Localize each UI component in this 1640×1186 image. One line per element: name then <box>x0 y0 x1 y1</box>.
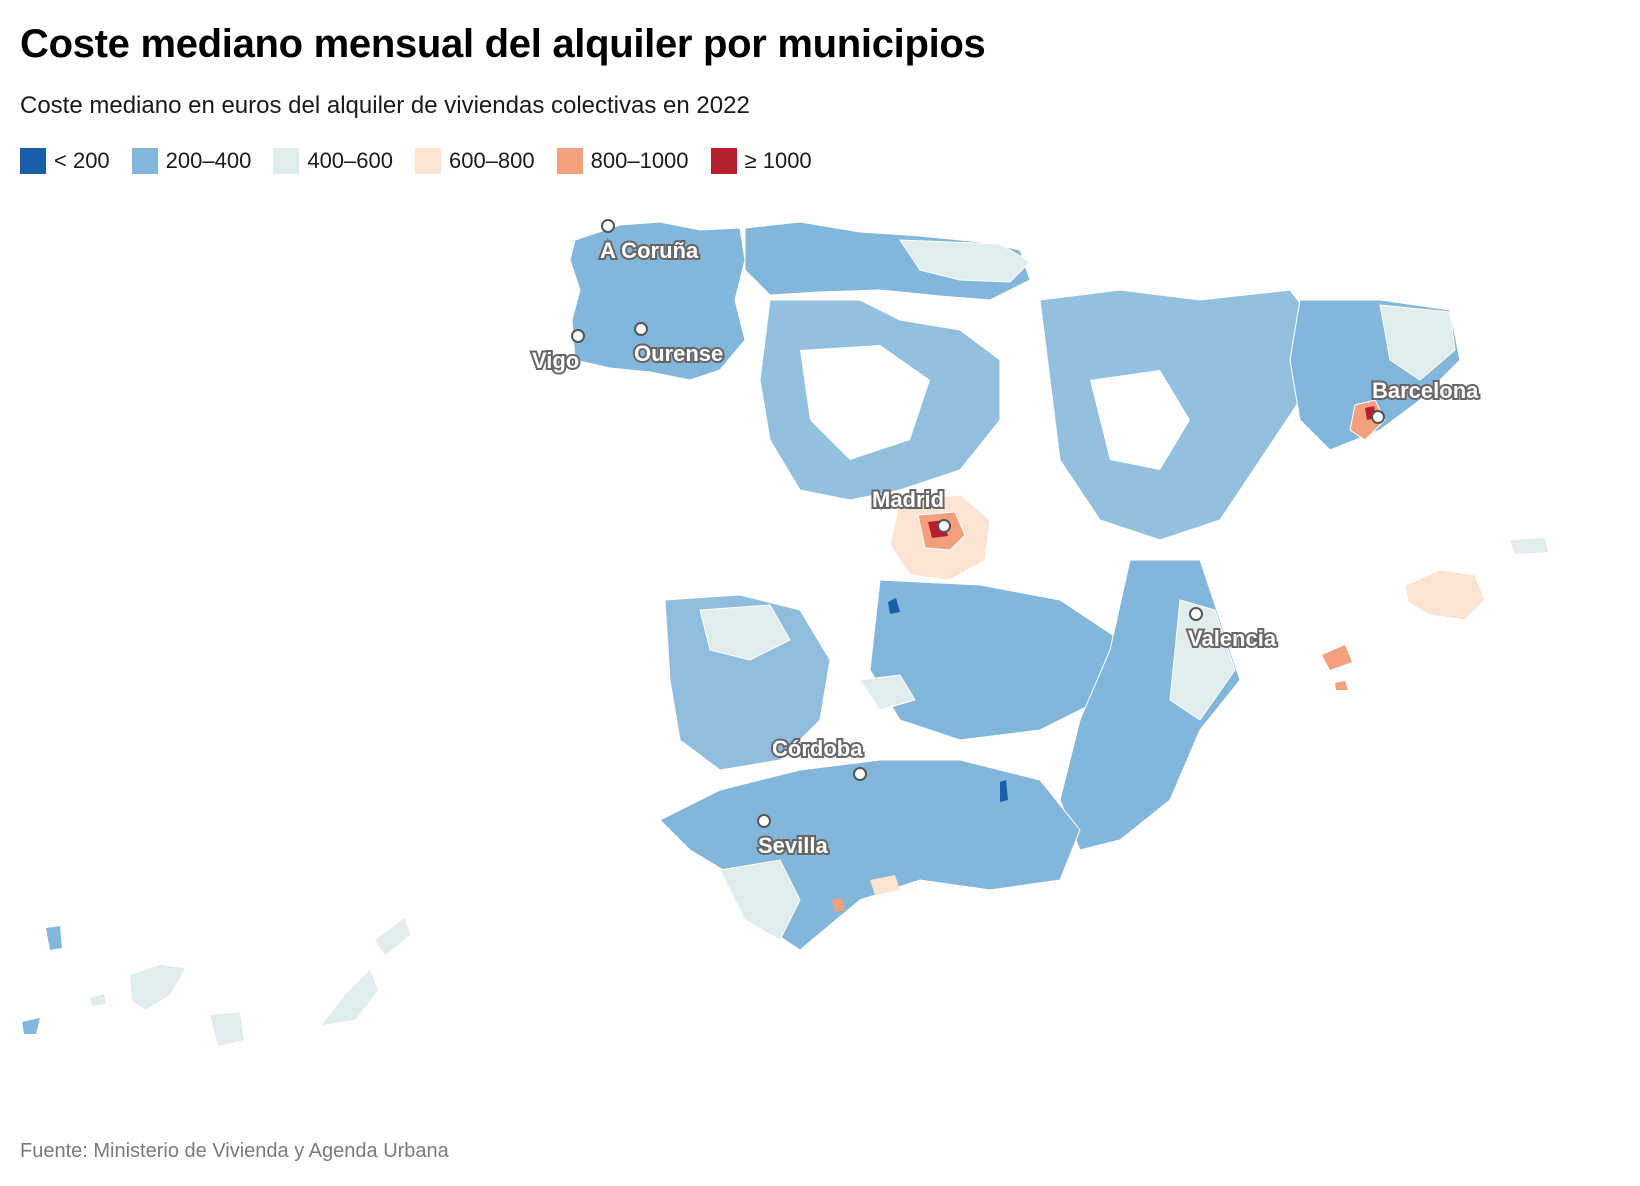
region-malaga-high <box>832 898 845 912</box>
legend-label: 200–400 <box>165 148 252 173</box>
region-low-1 <box>888 598 900 614</box>
region-catalonia-light <box>1379 304 1456 381</box>
city-label: Valencia <box>1188 626 1277 651</box>
city-label: Ourense <box>634 341 723 366</box>
legend: < 200 200–400 400–600 600–800 800–1000 ≥… <box>20 148 834 174</box>
legend-swatch <box>273 148 300 174</box>
legend-swatch <box>414 148 441 174</box>
legend-item-800-1000: 800–1000 <box>556 148 689 174</box>
city-marker-barcelona: Barcelona <box>1370 376 1481 424</box>
city-dot <box>634 322 648 336</box>
region-extremadura-light <box>699 604 791 661</box>
legend-item-600-800: 600–800 <box>414 148 535 174</box>
legend-label: 400–600 <box>307 148 393 173</box>
chart-subtitle: Coste mediano en euros del alquiler de v… <box>20 92 750 119</box>
spain-choropleth-map: A Coruña Vigo Ourense Barcelona Madrid V… <box>22 219 1548 1046</box>
city-markers: A Coruña Vigo Ourense Barcelona Madrid V… <box>530 219 1481 860</box>
city-dot <box>853 767 867 781</box>
city-dot <box>601 219 615 233</box>
region-andalucia <box>659 759 1081 951</box>
city-label: A Coruña <box>600 238 699 263</box>
source-note: Fuente: Ministerio de Vivienda y Agenda … <box>20 1140 449 1162</box>
city-dot <box>757 814 771 828</box>
city-marker-cordoba: Córdoba <box>770 734 867 781</box>
city-marker-sevilla: Sevilla <box>756 814 830 860</box>
legend-label: ≥ 1000 <box>744 148 812 173</box>
city-label: Córdoba <box>772 736 863 761</box>
region-costa-sol <box>870 875 900 895</box>
region-ibiza <box>1322 645 1352 670</box>
region-canarias-7 <box>375 918 410 955</box>
region-canarias-6 <box>322 970 378 1025</box>
region-andalucia-light <box>719 859 801 941</box>
city-marker-madrid: Madrid <box>870 485 951 533</box>
legend-swatch <box>710 148 737 174</box>
legend-swatch <box>556 148 583 174</box>
legend-label: 600–800 <box>448 148 535 173</box>
region-canarias-3 <box>130 965 185 1010</box>
legend-item-gte1000: ≥ 1000 <box>710 148 812 174</box>
city-dot <box>571 329 585 343</box>
region-formentera <box>1335 681 1348 690</box>
region-aragon-gap <box>1090 370 1190 470</box>
city-dot <box>1371 410 1385 424</box>
city-dot <box>937 519 951 533</box>
region-canarias-1 <box>46 926 62 950</box>
region-canarias-5 <box>210 1012 244 1046</box>
legend-item-lt200: < 200 <box>20 148 110 174</box>
city-marker-a-coruna: A Coruña <box>598 219 701 265</box>
city-marker-valencia: Valencia <box>1186 607 1279 653</box>
region-castilla-leon-gap <box>800 345 930 460</box>
city-label: Madrid <box>872 487 944 512</box>
region-valencia-light <box>1169 599 1236 721</box>
legend-item-400-600: 400–600 <box>273 148 393 174</box>
region-barcelona-high <box>1349 399 1386 441</box>
region-valencia <box>1059 559 1241 851</box>
region-la-mancha-light <box>859 674 916 711</box>
legend-label: 800–1000 <box>590 148 689 173</box>
legend-item-200-400: 200–400 <box>131 148 252 174</box>
region-canarias-2 <box>90 994 106 1006</box>
legend-swatch <box>131 148 158 174</box>
legend-label: < 200 <box>54 148 110 173</box>
municipality-regions <box>22 221 1548 1046</box>
city-label: Sevilla <box>758 833 828 858</box>
region-low-2 <box>1000 780 1008 802</box>
chart-title: Coste mediano mensual del alquiler por m… <box>20 22 986 66</box>
region-mallorca <box>1404 569 1486 621</box>
region-galicia <box>569 221 746 381</box>
region-north-coast <box>744 221 1031 301</box>
city-marker-ourense: Ourense <box>632 322 725 368</box>
region-north-coast-light <box>899 239 1031 283</box>
city-dot <box>1189 607 1203 621</box>
region-canarias-4 <box>22 1018 40 1034</box>
city-label: Barcelona <box>1372 378 1479 403</box>
city-marker-vigo: Vigo <box>530 329 585 375</box>
city-label: Vigo <box>532 348 579 373</box>
legend-swatch <box>20 148 46 174</box>
region-menorca <box>1510 538 1548 554</box>
